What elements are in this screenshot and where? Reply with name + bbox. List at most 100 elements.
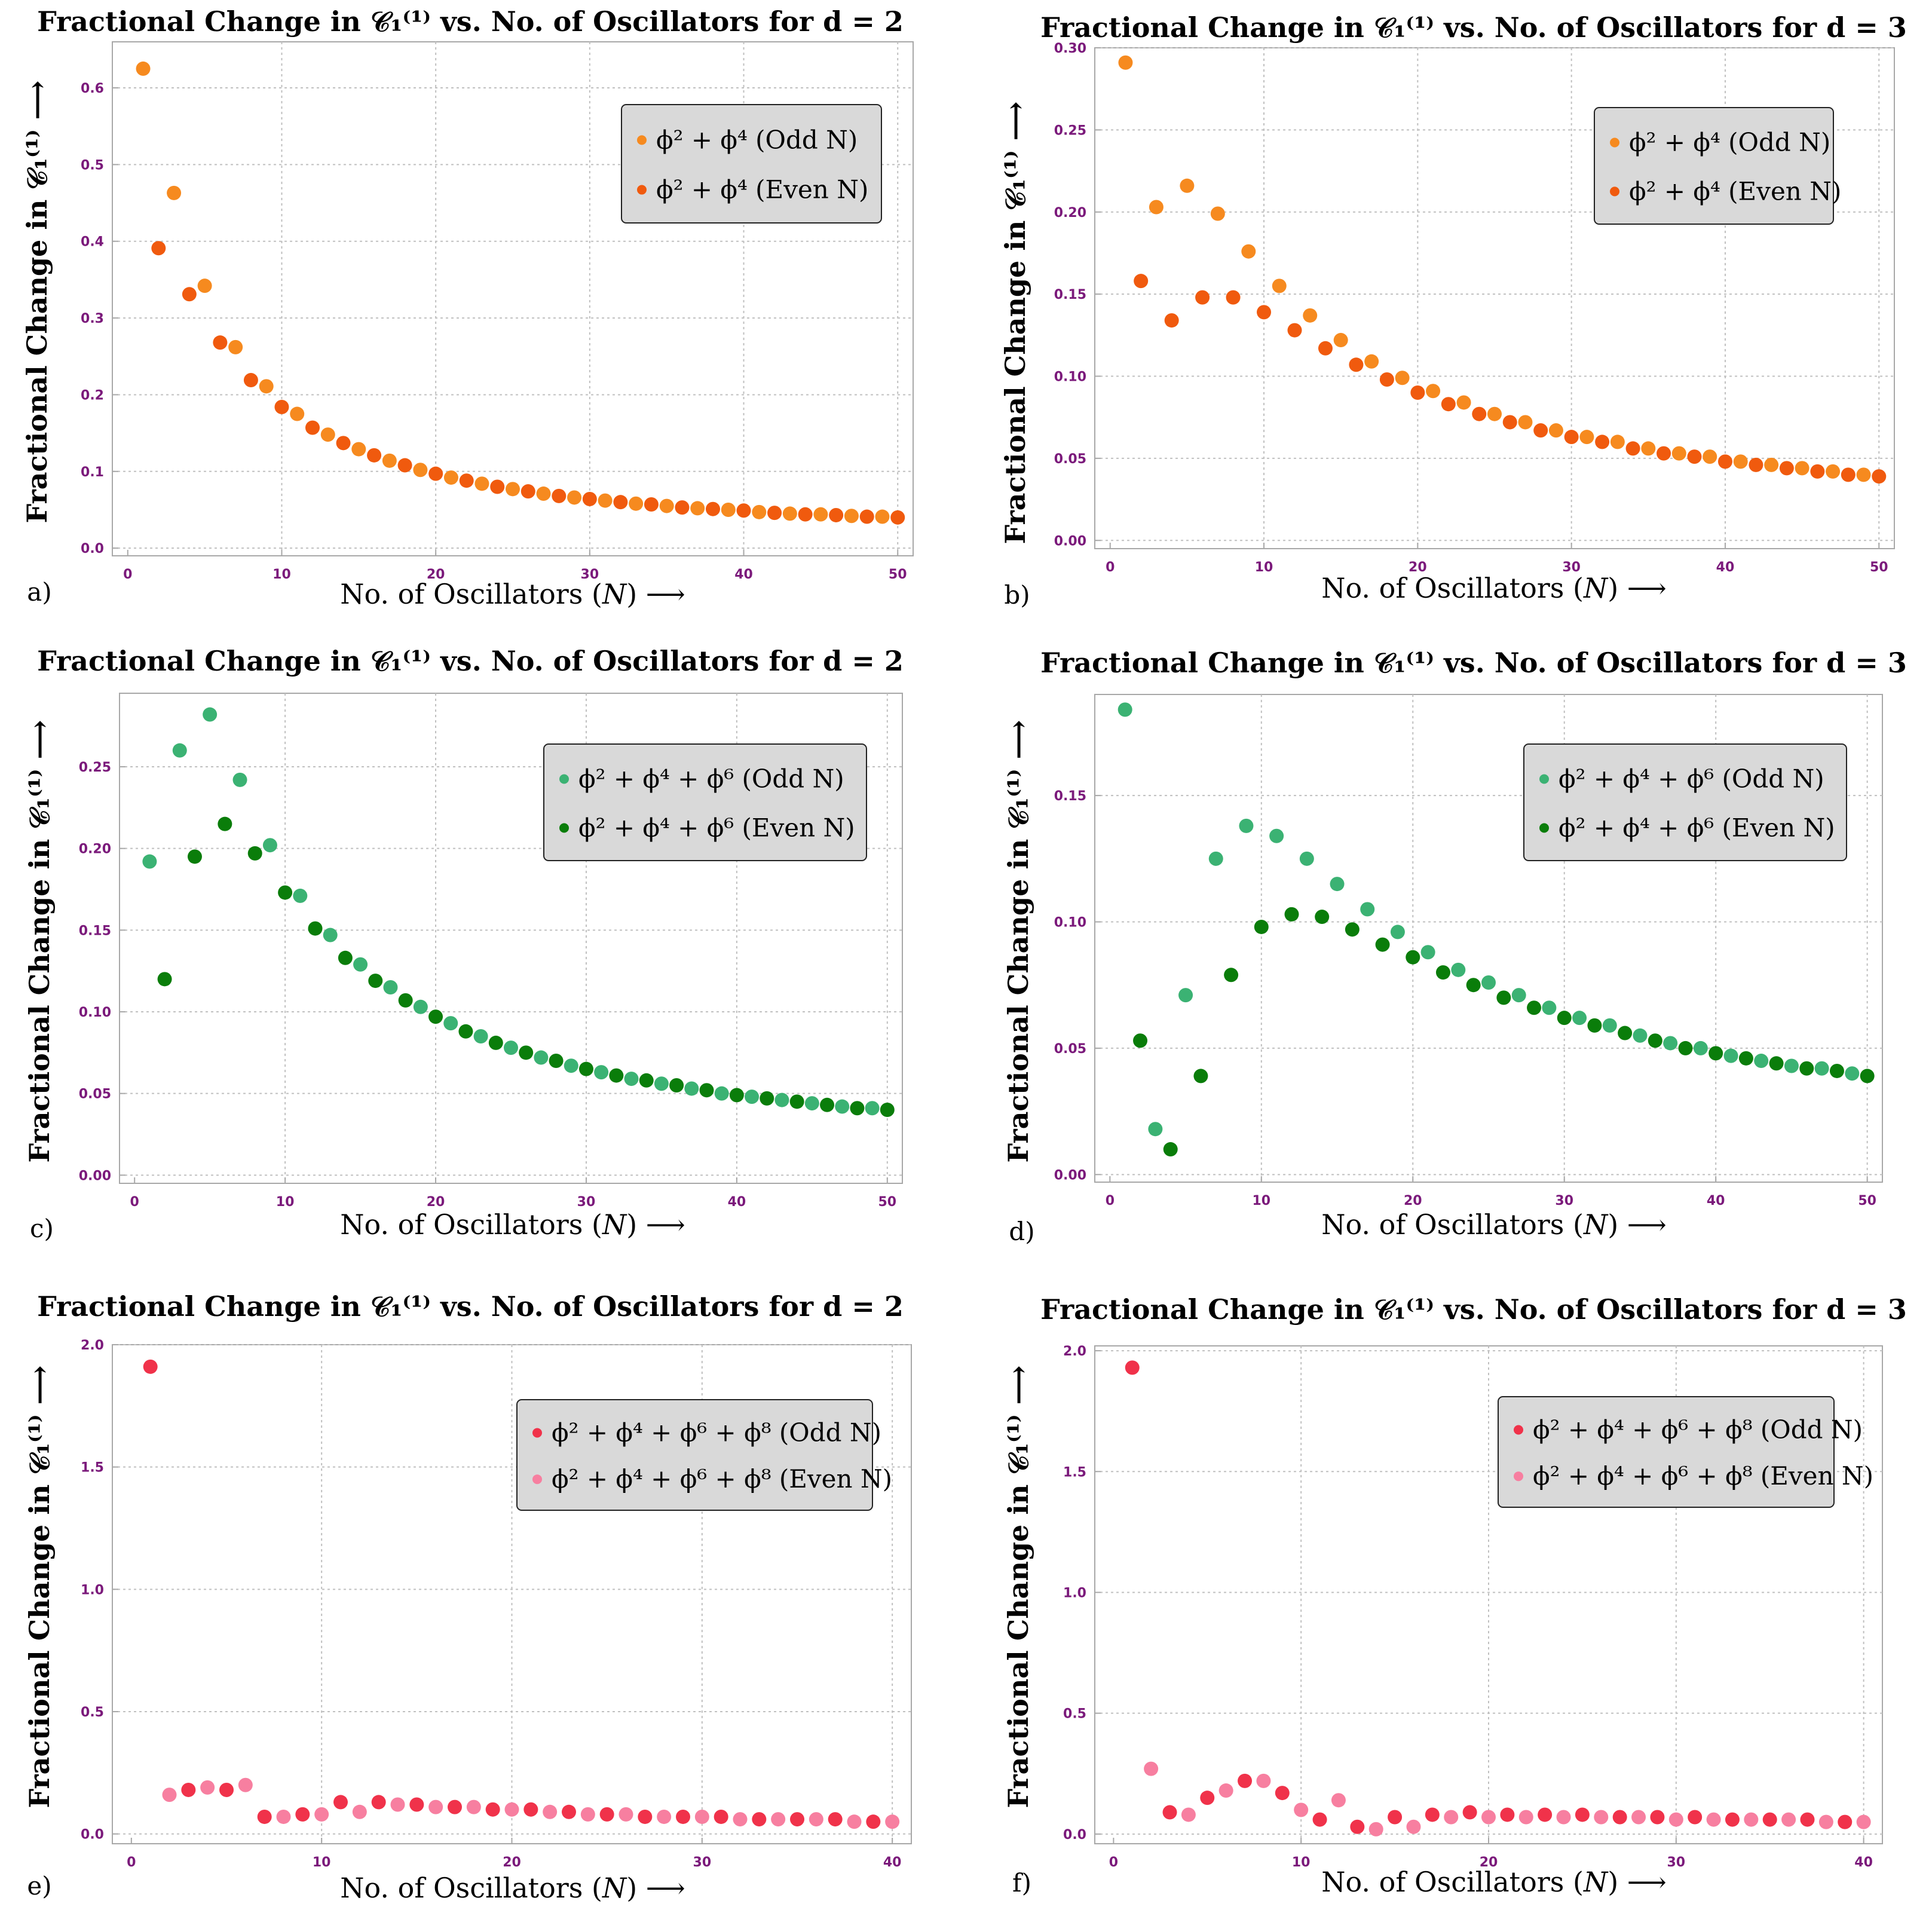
legend-label: ϕ² + ϕ⁴ + ϕ⁶ (Odd N) — [578, 764, 844, 794]
data-point — [638, 1809, 653, 1824]
y-tick-label: 0.6 — [81, 81, 104, 96]
data-point — [262, 838, 277, 853]
data-point — [675, 500, 690, 515]
data-point — [1287, 323, 1302, 338]
x-tick-label: 10 — [1252, 1193, 1270, 1208]
x-tick-label: 40 — [1854, 1855, 1873, 1870]
data-point — [151, 241, 166, 256]
x-tick-label: 0 — [1106, 560, 1115, 575]
y-tick-label: 0.4 — [81, 235, 104, 250]
data-point — [644, 497, 659, 512]
data-point — [880, 1103, 895, 1117]
data-point — [458, 1024, 473, 1039]
data-point — [1723, 1048, 1738, 1063]
y-tick-label: 0.5 — [1063, 1707, 1086, 1722]
data-point — [699, 1083, 714, 1098]
data-point — [609, 1068, 624, 1083]
data-point — [1487, 406, 1502, 421]
y-tick-label: 0.00 — [79, 1168, 111, 1183]
legend-label: ϕ² + ϕ⁴ (Odd N) — [1629, 128, 1830, 157]
data-point — [1872, 469, 1887, 484]
data-point — [1180, 178, 1195, 193]
data-point — [582, 492, 597, 507]
data-point — [774, 1092, 789, 1107]
data-point — [829, 507, 844, 522]
data-point — [485, 1802, 500, 1817]
data-point — [1200, 1791, 1215, 1805]
data-point — [865, 1101, 880, 1116]
x-tick-label: 20 — [427, 1195, 445, 1210]
data-point — [552, 488, 567, 503]
x-tick-label: 30 — [1555, 1193, 1573, 1208]
series-even — [1134, 274, 1887, 484]
y-tick-label: 1.5 — [81, 1461, 104, 1476]
data-point — [1572, 1011, 1587, 1026]
data-point — [1856, 467, 1871, 482]
data-point — [1330, 877, 1345, 892]
data-point — [1117, 702, 1132, 717]
data-point — [314, 1807, 329, 1822]
data-point — [1163, 1142, 1178, 1157]
series-even — [1133, 907, 1875, 1157]
data-point — [203, 707, 218, 722]
series-odd — [1118, 55, 1871, 482]
data-point — [562, 1804, 576, 1819]
data-point — [1725, 1812, 1740, 1827]
data-point — [567, 490, 582, 505]
data-point — [351, 442, 366, 457]
data-point — [564, 1058, 578, 1073]
legend: ϕ² + ϕ⁴ + ϕ⁶ + ϕ⁸ (Odd N) ϕ² + ϕ⁴ + ϕ⁶ + … — [1498, 1396, 1873, 1508]
data-point — [200, 1780, 215, 1795]
series-even — [162, 1777, 900, 1829]
y-axis-label: Fractional Change in 𝒞₁⁽¹⁾ ⟶ — [23, 720, 56, 1163]
data-point — [543, 1804, 558, 1819]
data-point — [295, 1807, 310, 1822]
data-point — [1754, 1054, 1769, 1069]
legend-label: ϕ² + ϕ⁴ + ϕ⁶ (Odd N) — [1559, 764, 1824, 794]
data-point — [1650, 1810, 1665, 1825]
data-point — [1706, 1812, 1721, 1827]
data-point — [1284, 907, 1299, 922]
x-tick-label: 30 — [581, 567, 599, 582]
data-point — [1195, 290, 1210, 305]
data-point — [1318, 341, 1333, 356]
data-point — [157, 972, 172, 987]
data-point — [428, 1799, 443, 1814]
data-point — [847, 1814, 862, 1829]
x-tick-label: 30 — [1667, 1855, 1685, 1870]
data-point — [1481, 1810, 1496, 1825]
series-odd — [136, 61, 890, 524]
y-tick-label: 1.0 — [1063, 1586, 1086, 1600]
legend-box — [621, 104, 882, 224]
data-point — [162, 1788, 177, 1802]
data-point — [629, 496, 644, 511]
data-point — [1181, 1807, 1196, 1822]
data-point — [599, 1807, 614, 1822]
data-point — [187, 849, 202, 864]
data-point — [760, 1091, 774, 1106]
y-axis-label: Fractional Change in 𝒞₁⁽¹⁾ ⟶ — [21, 81, 53, 524]
data-point — [1350, 1819, 1365, 1834]
data-point — [1178, 988, 1193, 1003]
x-tick-label: 20 — [427, 567, 445, 582]
chart-panel-6: 0 10 20 30 40 0.0 0.5 1.0 1.5 2.0 ϕ² + ϕ⁴ + ϕ⁶ + ϕ… — [1002, 1293, 1907, 1898]
data-point — [1257, 305, 1272, 320]
x-axis-label: No. of Oscillators (𝑁) ⟶ — [1321, 1208, 1666, 1241]
chart-panel-2: 0 10 20 30 40 50 0.00 0.05 0.10 0.15 0.20 0.25 0.30 ϕ… — [999, 11, 1907, 610]
data-point — [443, 470, 458, 485]
data-point — [488, 1035, 503, 1050]
data-point — [885, 1814, 900, 1829]
panel-label: e) — [27, 1871, 51, 1900]
chart-title: Fractional Change in 𝒞₁⁽¹⁾ vs. No. of Os… — [37, 645, 904, 677]
data-point — [1226, 290, 1241, 305]
chart-title: Fractional Change in 𝒞₁⁽¹⁾ vs. No. of Os… — [37, 1290, 904, 1323]
data-point — [143, 1359, 158, 1374]
data-point — [789, 1094, 804, 1109]
x-tick-label: 50 — [1858, 1193, 1876, 1208]
data-point — [1481, 975, 1496, 990]
data-point — [1612, 1810, 1627, 1825]
data-point — [333, 1795, 348, 1810]
data-point — [1410, 385, 1425, 400]
data-point — [1814, 1061, 1829, 1076]
data-point — [323, 928, 338, 942]
